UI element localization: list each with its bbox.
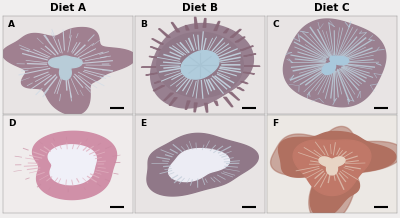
Text: Diet A: Diet A <box>50 3 86 13</box>
Text: F: F <box>272 119 278 128</box>
Text: Diet B: Diet B <box>182 3 218 13</box>
Polygon shape <box>2 27 136 115</box>
Polygon shape <box>293 140 371 196</box>
Text: B: B <box>140 20 147 29</box>
Polygon shape <box>151 24 253 108</box>
Polygon shape <box>49 56 82 80</box>
Polygon shape <box>284 19 386 107</box>
Polygon shape <box>169 149 230 182</box>
Polygon shape <box>181 51 219 79</box>
Polygon shape <box>319 157 345 175</box>
Text: E: E <box>140 119 146 128</box>
Polygon shape <box>48 145 96 185</box>
Polygon shape <box>278 131 396 217</box>
Text: Diet C: Diet C <box>314 3 350 13</box>
Text: C: C <box>272 20 279 29</box>
Polygon shape <box>270 126 400 218</box>
Polygon shape <box>322 56 349 75</box>
Text: A: A <box>8 20 15 29</box>
Polygon shape <box>147 133 258 196</box>
Polygon shape <box>157 32 243 97</box>
Text: D: D <box>8 119 16 128</box>
Polygon shape <box>32 131 116 199</box>
